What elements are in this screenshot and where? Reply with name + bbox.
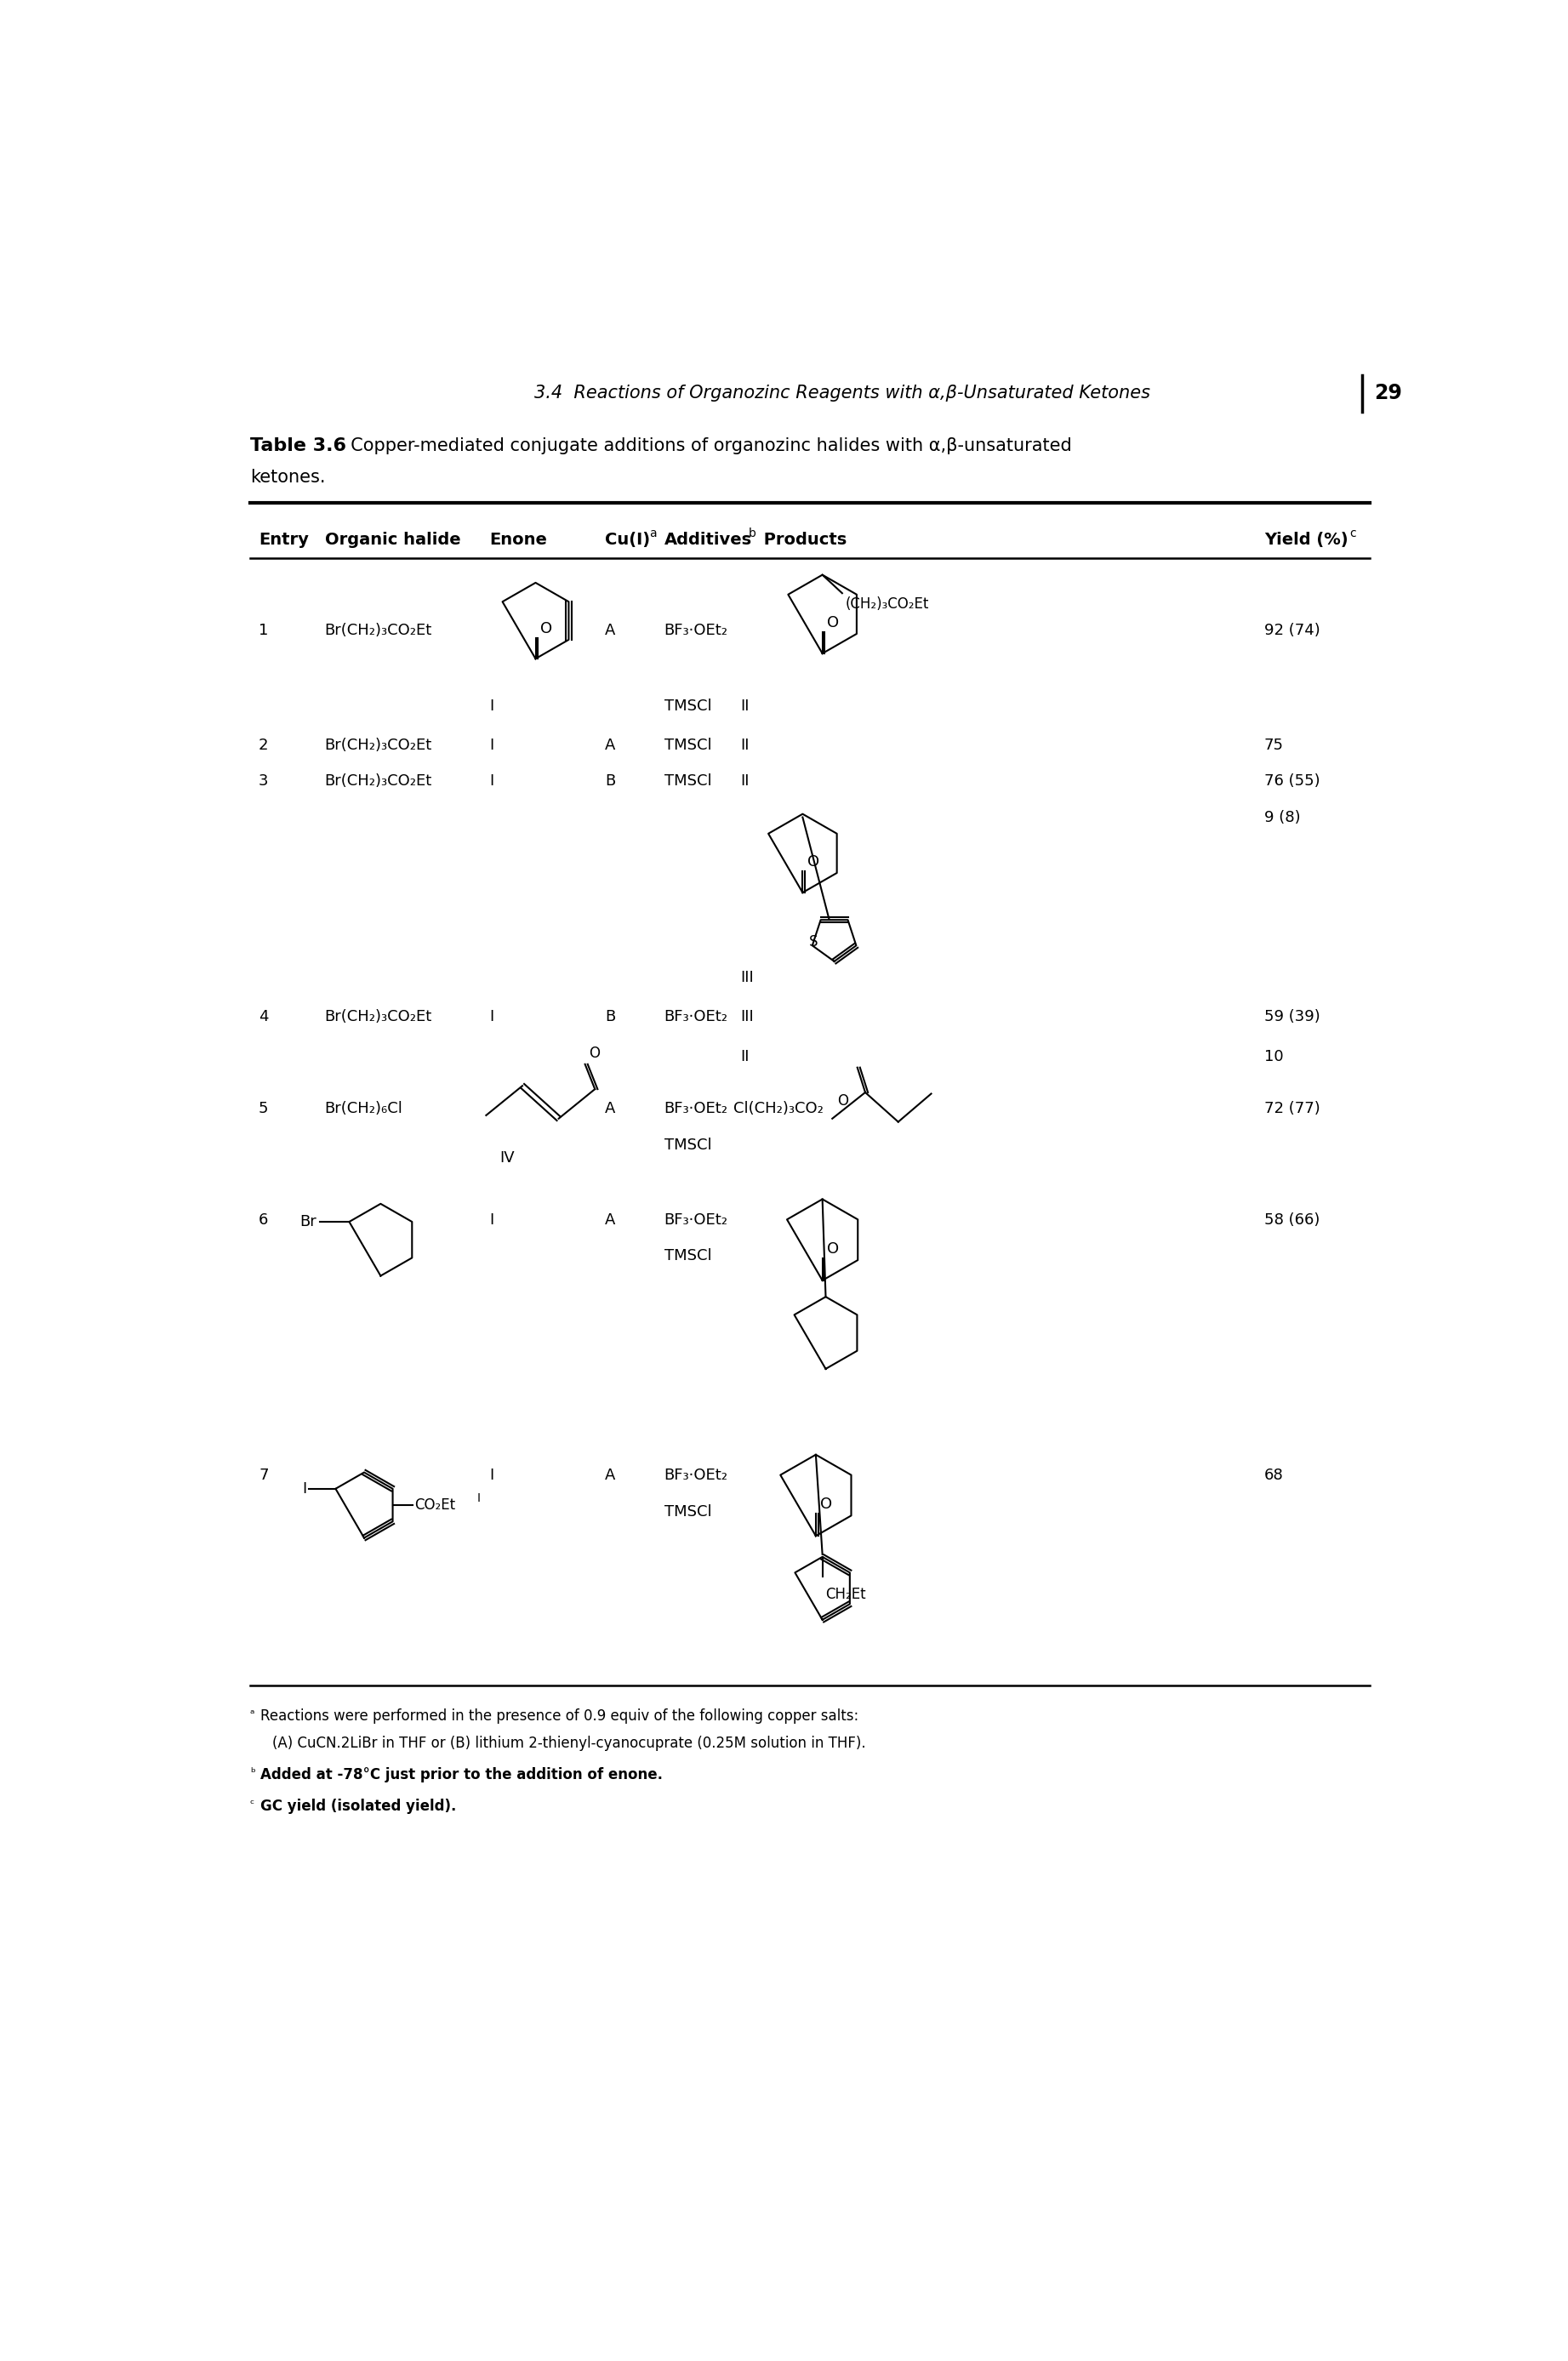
Text: 3.4  Reactions of Organozinc Reagents with α,β-Unsaturated Ketones: 3.4 Reactions of Organozinc Reagents wit… (535, 385, 1151, 401)
Text: Copper-mediated conjugate additions of organozinc halides with α,β-unsaturated: Copper-mediated conjugate additions of o… (339, 437, 1071, 453)
Text: Br(CH₂)₃CO₂Et: Br(CH₂)₃CO₂Et (325, 774, 433, 789)
Text: Reactions were performed in the presence of 0.9 equiv of the following copper sa: Reactions were performed in the presence… (260, 1709, 858, 1724)
Text: I: I (489, 1214, 494, 1228)
Text: I: I (477, 1492, 480, 1504)
Text: O: O (590, 1046, 601, 1060)
Text: TMSCl: TMSCl (665, 1138, 712, 1152)
Text: I: I (489, 737, 494, 753)
Text: O: O (541, 621, 552, 637)
Text: Enone: Enone (489, 531, 547, 548)
Text: ᶜ: ᶜ (249, 1799, 254, 1811)
Text: I: I (489, 774, 494, 789)
Text: 10: 10 (1264, 1048, 1284, 1065)
Text: 2: 2 (259, 737, 268, 753)
Text: (CH₂)₃CO₂Et: (CH₂)₃CO₂Et (845, 597, 930, 611)
Text: ketones.: ketones. (249, 470, 326, 486)
Text: B: B (605, 774, 615, 789)
Text: CH₂Et: CH₂Et (826, 1587, 866, 1601)
Text: 7: 7 (259, 1469, 268, 1483)
Text: O: O (820, 1497, 833, 1513)
Text: BF₃·OEt₂: BF₃·OEt₂ (665, 1011, 728, 1025)
Text: 59 (39): 59 (39) (1264, 1011, 1320, 1025)
Text: 92 (74): 92 (74) (1264, 623, 1320, 637)
Text: II: II (740, 699, 750, 713)
Text: 3: 3 (259, 774, 268, 789)
Text: 1: 1 (259, 623, 268, 637)
Text: I: I (489, 699, 494, 713)
Text: O: O (837, 1093, 848, 1110)
Text: 4: 4 (259, 1011, 268, 1025)
Text: TMSCl: TMSCl (665, 774, 712, 789)
Text: Entry: Entry (259, 531, 309, 548)
Text: I: I (489, 1469, 494, 1483)
Text: Br(CH₂)₆Cl: Br(CH₂)₆Cl (325, 1100, 403, 1117)
Text: Products: Products (759, 531, 847, 548)
Text: Cl(CH₂)₃CO₂: Cl(CH₂)₃CO₂ (734, 1100, 823, 1117)
Text: Additives: Additives (665, 531, 753, 548)
Text: II: II (740, 774, 750, 789)
Text: BF₃·OEt₂: BF₃·OEt₂ (665, 1100, 728, 1117)
Text: BF₃·OEt₂: BF₃·OEt₂ (665, 1214, 728, 1228)
Text: O: O (826, 616, 839, 630)
Text: Yield (%): Yield (%) (1264, 531, 1348, 548)
Text: A: A (605, 1214, 615, 1228)
Text: O: O (826, 1242, 839, 1256)
Text: Br(CH₂)₃CO₂Et: Br(CH₂)₃CO₂Et (325, 1011, 433, 1025)
Text: Br: Br (299, 1214, 317, 1230)
Text: I: I (489, 1011, 494, 1025)
Text: ᵇ: ᵇ (249, 1766, 256, 1780)
Text: (A) CuCN.2LiBr in THF or (B) lithium 2-thienyl-cyanocuprate (0.25M solution in T: (A) CuCN.2LiBr in THF or (B) lithium 2-t… (271, 1735, 866, 1752)
Text: 76 (55): 76 (55) (1264, 774, 1320, 789)
Text: Added at -78°C just prior to the addition of enone.: Added at -78°C just prior to the additio… (260, 1766, 662, 1783)
Text: A: A (605, 737, 615, 753)
Text: A: A (605, 1469, 615, 1483)
Text: 75: 75 (1264, 737, 1284, 753)
Text: Br(CH₂)₃CO₂Et: Br(CH₂)₃CO₂Et (325, 737, 433, 753)
Text: A: A (605, 1100, 615, 1117)
Text: BF₃·OEt₂: BF₃·OEt₂ (665, 623, 728, 637)
Text: I: I (303, 1480, 307, 1497)
Text: TMSCl: TMSCl (665, 1249, 712, 1263)
Text: GC yield (isolated yield).: GC yield (isolated yield). (260, 1799, 456, 1813)
Text: 9 (8): 9 (8) (1264, 810, 1300, 824)
Text: BF₃·OEt₂: BF₃·OEt₂ (665, 1469, 728, 1483)
Text: ᵃ: ᵃ (249, 1709, 254, 1721)
Text: 72 (77): 72 (77) (1264, 1100, 1320, 1117)
Text: b: b (748, 527, 756, 541)
Text: III: III (740, 970, 753, 985)
Text: 6: 6 (259, 1214, 268, 1228)
Text: O: O (808, 855, 818, 869)
Text: TMSCl: TMSCl (665, 1504, 712, 1520)
Text: II: II (740, 1048, 750, 1065)
Text: IV: IV (499, 1150, 514, 1166)
Text: S: S (809, 935, 818, 949)
Text: TMSCl: TMSCl (665, 699, 712, 713)
Text: II: II (740, 737, 750, 753)
Text: a: a (649, 527, 657, 541)
Text: B: B (605, 1011, 615, 1025)
Text: III: III (740, 1011, 753, 1025)
Text: 29: 29 (1374, 382, 1402, 404)
Text: 68: 68 (1264, 1469, 1284, 1483)
Text: 58 (66): 58 (66) (1264, 1214, 1320, 1228)
Text: Br(CH₂)₃CO₂Et: Br(CH₂)₃CO₂Et (325, 623, 433, 637)
Text: Organic halide: Organic halide (325, 531, 461, 548)
Text: TMSCl: TMSCl (665, 737, 712, 753)
Text: A: A (605, 623, 615, 637)
Text: 5: 5 (259, 1100, 268, 1117)
Text: Cu(I): Cu(I) (605, 531, 651, 548)
Text: CO₂Et: CO₂Et (414, 1497, 455, 1513)
Text: c: c (1350, 527, 1356, 541)
Text: Table 3.6: Table 3.6 (249, 437, 347, 453)
